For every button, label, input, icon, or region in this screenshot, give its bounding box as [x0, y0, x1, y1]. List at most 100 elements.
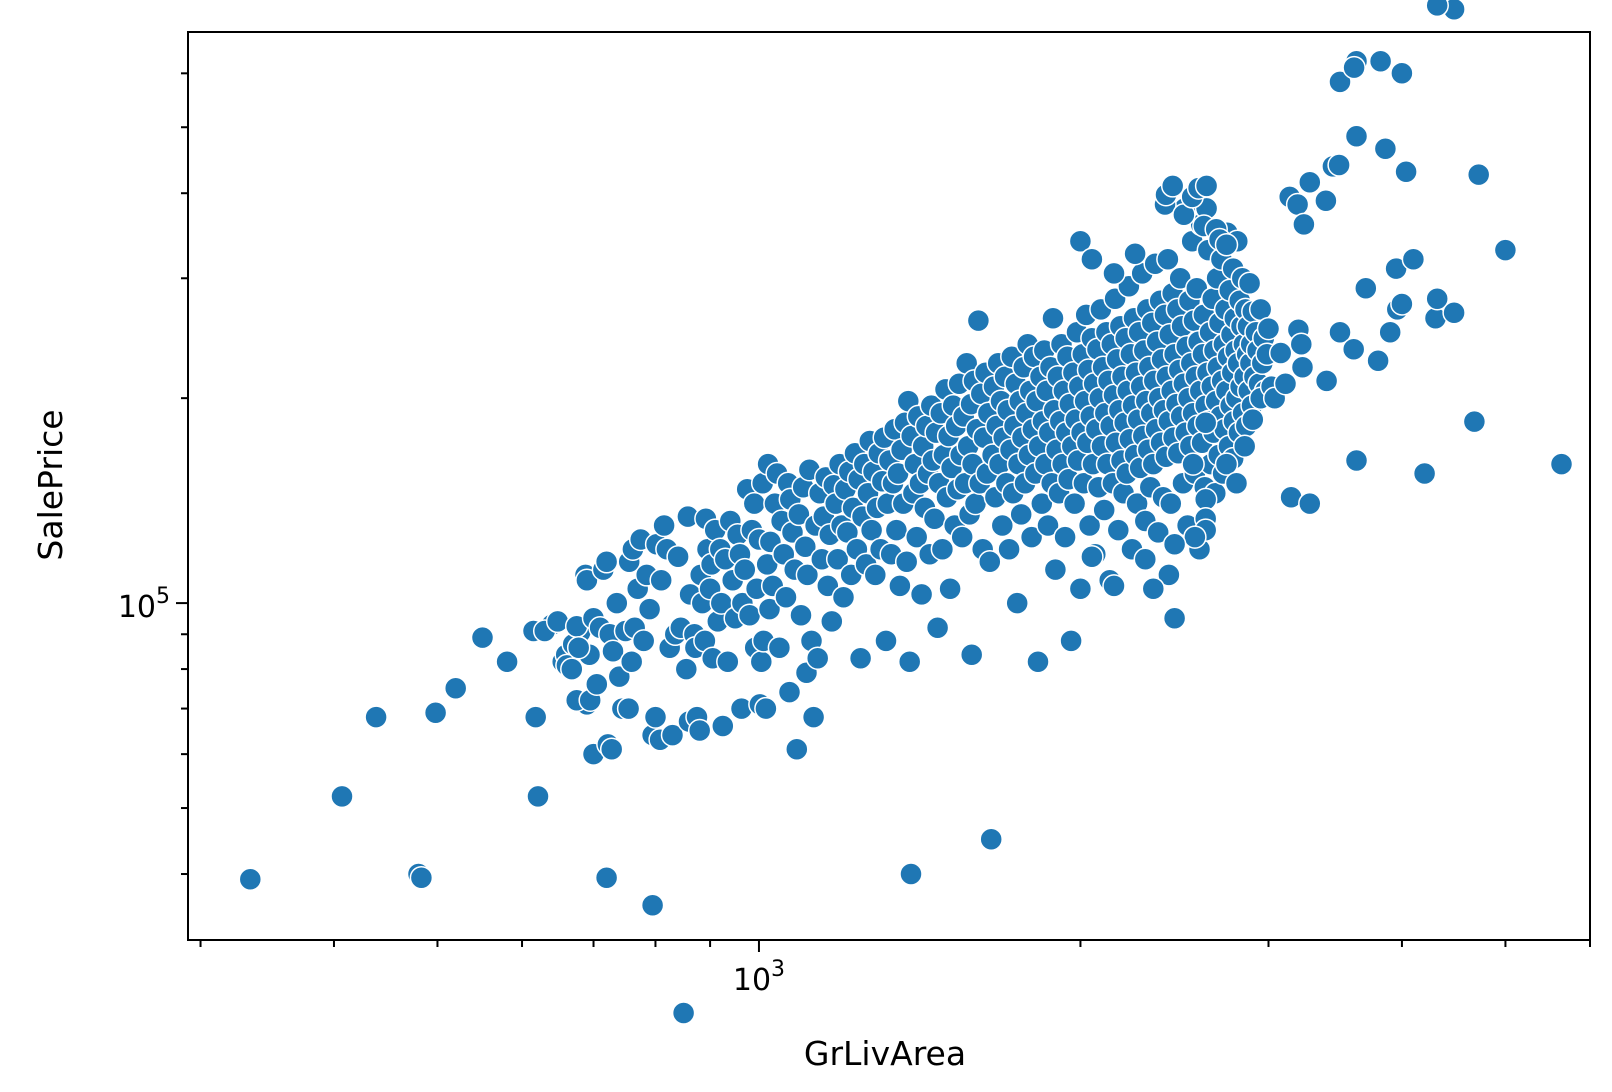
data-point	[1425, 0, 1449, 18]
data-point	[733, 557, 757, 582]
data-point	[1068, 576, 1093, 601]
data-point	[585, 672, 609, 696]
data-point	[884, 518, 909, 542]
data-point	[1241, 407, 1265, 432]
data-point	[757, 597, 782, 621]
data-point	[1036, 513, 1060, 538]
data-point	[1043, 557, 1068, 582]
data-point	[997, 537, 1021, 561]
data-point	[737, 603, 762, 627]
data-point	[793, 534, 818, 559]
data-point	[1009, 502, 1033, 527]
data-point	[1157, 563, 1181, 587]
data-point	[1062, 491, 1087, 516]
data-point	[594, 550, 619, 574]
data-point	[575, 568, 599, 593]
data-point	[1092, 498, 1116, 522]
data-point	[1102, 261, 1126, 286]
data-point	[1442, 300, 1466, 325]
data-point	[1493, 238, 1518, 262]
data-point	[640, 893, 665, 917]
data-point	[1146, 520, 1170, 545]
data-point	[978, 550, 1002, 574]
data-point	[1390, 292, 1414, 316]
data-point	[1298, 170, 1322, 195]
data-point	[1378, 320, 1402, 344]
data-point	[1156, 247, 1180, 271]
data-point	[1232, 434, 1257, 458]
axes-frame	[187, 31, 1591, 941]
data-point	[330, 784, 354, 809]
data-point	[1160, 174, 1185, 198]
data-point	[631, 629, 656, 653]
data-point	[1298, 491, 1322, 516]
data-point	[1289, 332, 1314, 356]
data-point	[904, 525, 929, 549]
data-point	[1412, 461, 1437, 486]
data-point	[594, 865, 619, 890]
x-tick-label: 103	[733, 957, 785, 998]
data-point	[1462, 409, 1487, 434]
data-point	[1344, 124, 1369, 148]
y-tick-label: 105	[118, 584, 170, 625]
data-point	[888, 574, 912, 598]
data-point	[1214, 233, 1239, 257]
data-point	[1059, 629, 1083, 653]
data-point	[787, 502, 811, 527]
data-point	[1159, 491, 1183, 516]
data-point	[637, 597, 662, 621]
data-point	[643, 705, 668, 729]
data-point	[863, 563, 888, 587]
data-point	[666, 544, 690, 569]
data-point	[1162, 532, 1187, 557]
data-point	[1314, 369, 1339, 393]
data-point	[1077, 513, 1102, 538]
data-point	[1290, 355, 1315, 380]
data-point	[1366, 348, 1390, 373]
data-point	[601, 639, 625, 663]
data-point	[897, 650, 922, 674]
data-point	[523, 705, 548, 729]
data-point	[1005, 591, 1029, 615]
data-point	[930, 537, 955, 561]
data-point	[1181, 452, 1205, 476]
data-point	[652, 513, 676, 538]
data-point	[671, 1001, 696, 1025]
data-point	[1256, 316, 1281, 341]
data-point	[1080, 247, 1104, 271]
data-point	[785, 737, 809, 761]
data-point	[716, 650, 740, 674]
data-point	[789, 603, 813, 627]
data-point	[894, 550, 919, 574]
data-point	[1341, 337, 1366, 361]
data-point	[1053, 525, 1077, 549]
data-point	[1193, 411, 1218, 435]
data-point	[1268, 341, 1293, 365]
data-point	[848, 646, 873, 670]
data-point	[1327, 153, 1351, 177]
data-point	[1373, 136, 1398, 161]
data-point	[777, 680, 802, 704]
data-point	[1292, 212, 1316, 237]
data-point	[1466, 162, 1491, 187]
data-point	[599, 737, 624, 761]
data-point	[1344, 448, 1369, 473]
data-point	[566, 635, 591, 660]
data-point	[1183, 525, 1207, 549]
data-point	[1080, 544, 1104, 569]
y-axis-label: SalePrice	[31, 409, 70, 560]
data-point	[1068, 229, 1093, 254]
data-point	[619, 650, 644, 674]
data-point	[1425, 286, 1449, 311]
x-axis-ticks: 103	[199, 940, 1591, 998]
data-point	[423, 701, 448, 725]
data-point	[795, 563, 820, 587]
data-point	[979, 827, 1003, 851]
data-point	[874, 629, 898, 653]
data-point	[742, 491, 767, 516]
y-axis-ticks: 105	[118, 72, 188, 876]
data-point	[649, 568, 673, 593]
data-point	[825, 547, 850, 571]
data-point	[1141, 576, 1166, 601]
